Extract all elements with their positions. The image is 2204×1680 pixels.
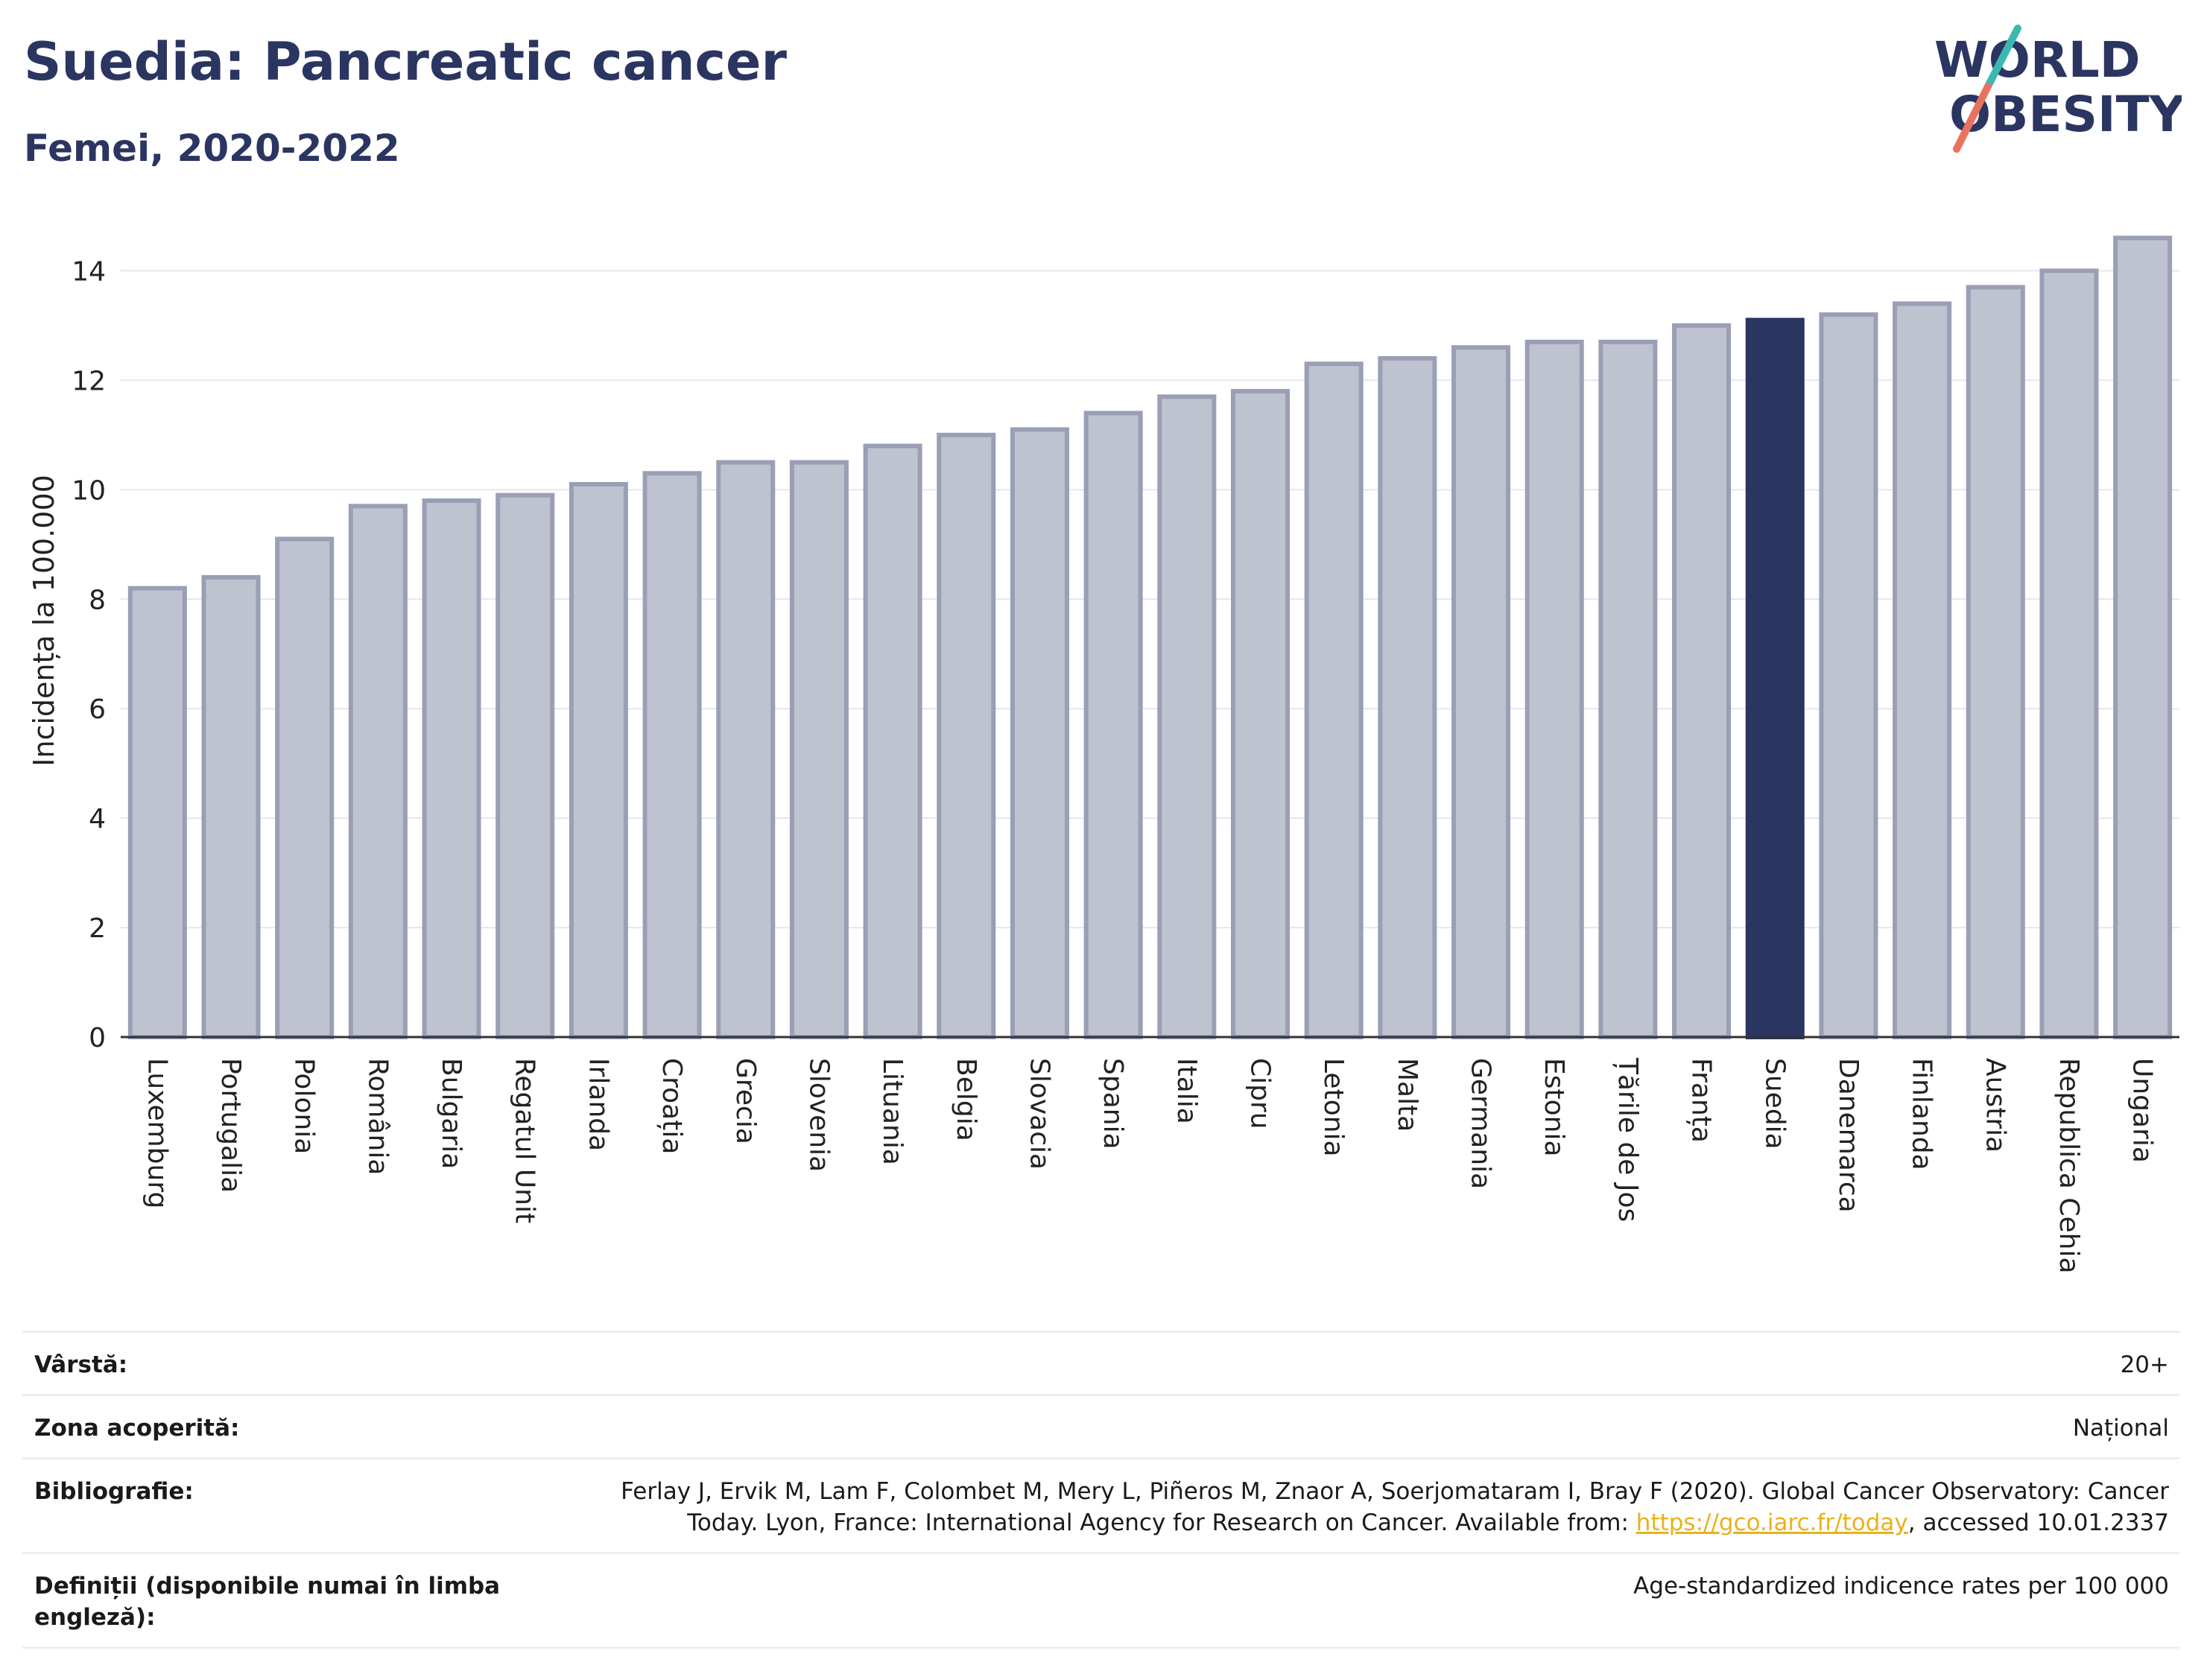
age-label: Vârstă: — [34, 1351, 128, 1378]
bar-austria — [1966, 285, 2025, 1039]
x-tick-label: Franța — [1686, 1058, 1717, 1143]
bar-cipru — [1231, 389, 1291, 1039]
bar-slovacia — [1010, 427, 1069, 1039]
x-tick-label: Suedia — [1759, 1058, 1790, 1150]
world-obesity-logo: WORLD OBESITY — [1934, 25, 2182, 153]
bar-suedia — [1745, 317, 1805, 1039]
bar-polonia — [275, 536, 335, 1039]
x-tick-label: Țările de Jos — [1612, 1057, 1643, 1222]
x-tick-label: Slovacia — [1024, 1058, 1054, 1170]
area-value: Național — [2072, 1415, 2169, 1442]
area-label: Zona acoperită: — [34, 1415, 240, 1442]
bar-finlanda — [1893, 301, 1952, 1039]
bar-croația — [642, 471, 702, 1039]
bar-danemarca — [1819, 312, 1878, 1039]
x-tick-label: Austria — [1980, 1058, 2010, 1153]
y-tick-label: 14 — [72, 256, 106, 287]
bibliography-accessed: , accessed 10.01.2337 — [1907, 1509, 2169, 1536]
y-tick-label: 4 — [89, 804, 106, 834]
x-tick-label: Luxemburg — [142, 1058, 172, 1208]
bar-malta — [1378, 356, 1437, 1040]
age-value: 20+ — [2120, 1351, 2169, 1378]
x-tick-label: Cipru — [1245, 1058, 1276, 1129]
bar-franța — [1672, 323, 1732, 1039]
x-tick-label: Ungaria — [2127, 1058, 2158, 1163]
x-tick-label: Lituania — [877, 1058, 908, 1165]
x-tick-label: Danemarca — [1833, 1058, 1863, 1213]
chart-subtitle: Femei, 2020-2022 — [24, 127, 400, 170]
bar-portugalia — [201, 574, 261, 1039]
svg-text:WORLD: WORLD — [1934, 31, 2141, 89]
x-tick-label: Bulgaria — [436, 1058, 466, 1169]
x-tick-label: Polonia — [289, 1058, 320, 1154]
x-tick-label: România — [362, 1058, 393, 1175]
bar-chart: 0 2 4 6 8 10 12 14 Luxemburg Portugalia Polonia Ro… — [28, 235, 2179, 1274]
bibliography-label: Bibliografie: — [34, 1478, 194, 1505]
bar-românia — [348, 504, 408, 1039]
x-tick-label: Croația — [656, 1058, 687, 1154]
bibliography-link[interactable]: https://gco.iarc.fr/today — [1635, 1509, 1908, 1536]
y-tick-label: 6 — [89, 694, 106, 725]
bar-irlanda — [569, 481, 628, 1039]
meta-row-bibliography: Bibliografie: Ferlay J, Ervik M, Lam F, … — [22, 1457, 2179, 1552]
x-tick-label: Italia — [1171, 1058, 1202, 1124]
bar-bulgaria — [422, 498, 481, 1039]
bar-republica-cehia — [2039, 268, 2099, 1039]
x-tick-label: Belgia — [951, 1058, 981, 1141]
x-tick-label: Malta — [1392, 1058, 1422, 1132]
bar-letonia — [1304, 361, 1364, 1039]
x-tick-label: Regatul Unit — [510, 1058, 540, 1223]
bar-luxemburg — [127, 586, 187, 1039]
bibliography-value: Ferlay J, Ervik M, Lam F, Colombet M, Me… — [567, 1476, 2169, 1538]
x-tick-label: Irlanda — [583, 1058, 613, 1151]
metadata-table: Vârstă: 20+ Zona acoperită: Național Bib… — [22, 1331, 2179, 1649]
definitions-value: Age-standardized indicence rates per 100… — [1633, 1573, 2169, 1600]
bar-italia — [1157, 394, 1217, 1039]
bar-grecia — [716, 460, 776, 1039]
bar-lituania — [863, 443, 922, 1039]
y-tick-label: 12 — [72, 366, 106, 396]
chart-title: Suedia: Pancreatic cancer — [24, 31, 788, 92]
x-tick-label: Letonia — [1318, 1058, 1349, 1157]
x-tick-label: Republica Cehia — [2053, 1058, 2084, 1274]
x-tick-label: Finlanda — [1907, 1058, 1937, 1170]
bar-slovenia — [789, 460, 849, 1039]
definitions-label: Definiții (disponibile numai în limba en… — [34, 1573, 501, 1631]
bar-ungaria — [2113, 235, 2173, 1039]
x-tick-label: Slovenia — [803, 1058, 834, 1172]
y-tick-label: 2 — [89, 913, 106, 944]
bar-belgia — [937, 432, 996, 1039]
bibliography-text: Ferlay J, Ervik M, Lam F, Colombet M, Me… — [621, 1478, 2169, 1536]
x-tick-label: Grecia — [730, 1058, 761, 1144]
bar-regatul-unit — [495, 492, 555, 1039]
x-tick-label: Estonia — [1539, 1058, 1569, 1157]
bar-germania — [1451, 345, 1511, 1039]
y-tick-label: 0 — [89, 1023, 106, 1053]
bar-estonia — [1524, 339, 1584, 1039]
meta-row-definitions: Definiții (disponibile numai în limba en… — [22, 1552, 2179, 1649]
bar-spania — [1083, 411, 1143, 1039]
meta-row-area: Zona acoperită: Național — [22, 1394, 2179, 1457]
y-tick-label: 10 — [72, 475, 106, 506]
x-tick-label: Portugalia — [215, 1058, 246, 1193]
x-tick-label: Spania — [1098, 1058, 1128, 1150]
bar-țările-de-jos — [1598, 339, 1658, 1039]
x-tick-label: Germania — [1466, 1058, 1496, 1189]
svg-text:OBESITY: OBESITY — [1949, 86, 2182, 143]
y-axis-label: Incidența la 100.000 — [28, 475, 60, 767]
y-tick-label: 8 — [89, 585, 106, 615]
meta-row-age: Vârstă: 20+ — [22, 1331, 2179, 1394]
